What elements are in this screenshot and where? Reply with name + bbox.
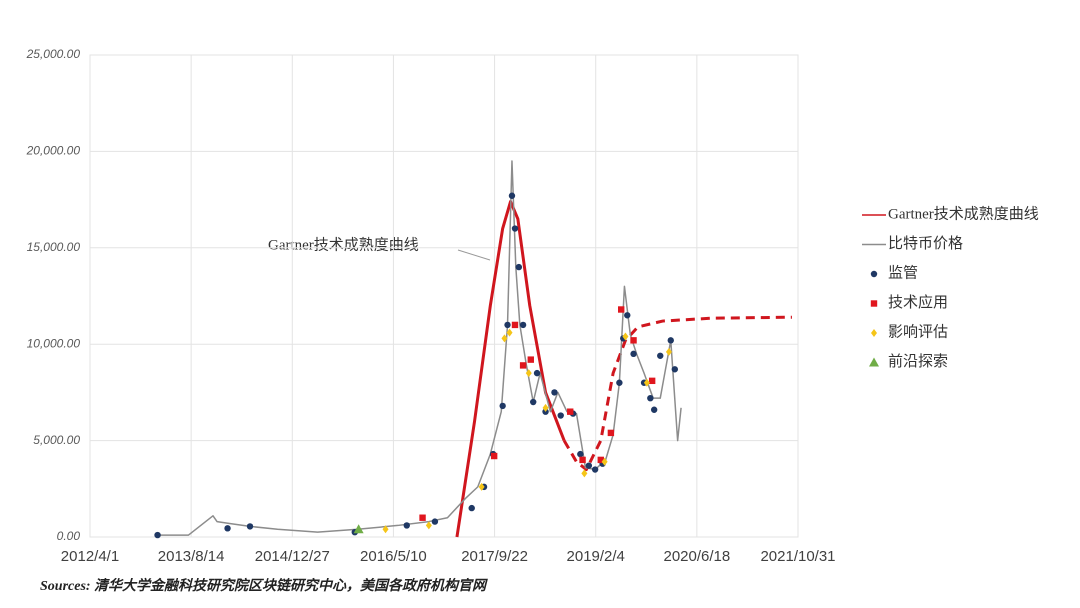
marker [542,403,549,412]
marker [533,369,541,377]
marker [551,389,558,396]
legend-label: 比特币价格 [888,235,963,252]
legend-label: 前沿探索 [888,353,948,370]
marker [499,402,506,410]
marker [468,504,475,512]
marker [478,482,485,491]
marker [650,406,658,413]
marker [525,369,532,378]
y-tick-label: 0.00 [57,529,81,543]
marker [425,521,432,530]
marker [519,321,527,329]
y-tick-label: 20,000.00 [26,144,81,158]
marker [585,462,593,469]
marker [624,312,631,319]
marker [630,337,637,344]
marker [622,332,629,341]
marker [581,469,588,478]
marker [490,452,498,460]
legend-swatch [869,357,879,367]
legend-label: 影响评估 [888,323,948,340]
y-tick-label: 15,000.00 [27,240,81,254]
annotation-arrow [457,249,491,261]
marker [403,522,410,529]
marker [567,408,574,415]
y-tick-label: 10,000.00 [27,336,81,350]
x-tick-label: 2013/8/14 [158,548,225,565]
legend-swatch [871,329,877,337]
x-tick-label: 2019/2/4 [567,548,625,565]
x-tick-label: 2020/6/18 [663,548,730,565]
marker [501,334,508,343]
x-tick-label: 2021/10/31 [760,548,835,565]
plot-frame [89,54,799,538]
marker [618,306,625,313]
series-line [455,200,566,538]
marker [597,456,604,464]
series-line [562,315,792,472]
marker [667,337,674,344]
x-tick-label: 2014/12/27 [255,548,330,565]
legend-swatch [870,270,878,278]
marker [557,412,564,419]
legend-label: 监管 [888,264,918,281]
source: Sources: 清华大学金融科技研究院区块链研究中心，美国各政府机构官网 [40,577,488,594]
marker [530,398,537,406]
marker [527,356,534,363]
y-tick-label: 5,000.00 [33,433,80,447]
marker [511,225,519,232]
marker [246,523,254,530]
marker [154,531,161,539]
marker [382,525,389,534]
marker [519,362,527,369]
marker [601,457,608,466]
x-tick-label: 2012/4/1 [61,548,119,565]
marker [648,377,656,385]
marker [515,263,523,271]
marker [577,450,584,458]
marker [657,352,664,359]
marker [671,366,679,373]
series-line [157,160,682,536]
marker [643,378,650,387]
marker [506,328,513,337]
marker [511,321,519,329]
marker [431,518,439,525]
marker [224,525,231,532]
marker [647,394,654,402]
y-tick-label: 25,000.00 [26,47,81,61]
marker [630,350,637,358]
marker [508,192,516,199]
annotation: Gartner技术成熟度曲线 [268,236,419,253]
legend-label: 技术应用 [888,293,948,311]
marker [579,456,586,464]
legend-label: Gartner技术成熟度曲线 [888,205,1039,222]
marker [616,379,623,386]
marker [504,321,511,329]
marker [607,429,615,437]
legend-swatch [870,300,878,307]
x-tick-label: 2016/5/10 [360,548,427,565]
marker [419,514,426,521]
marker [665,347,672,356]
x-tick-label: 2017/9/22 [461,548,528,565]
marker [353,524,364,534]
marker [591,466,599,473]
